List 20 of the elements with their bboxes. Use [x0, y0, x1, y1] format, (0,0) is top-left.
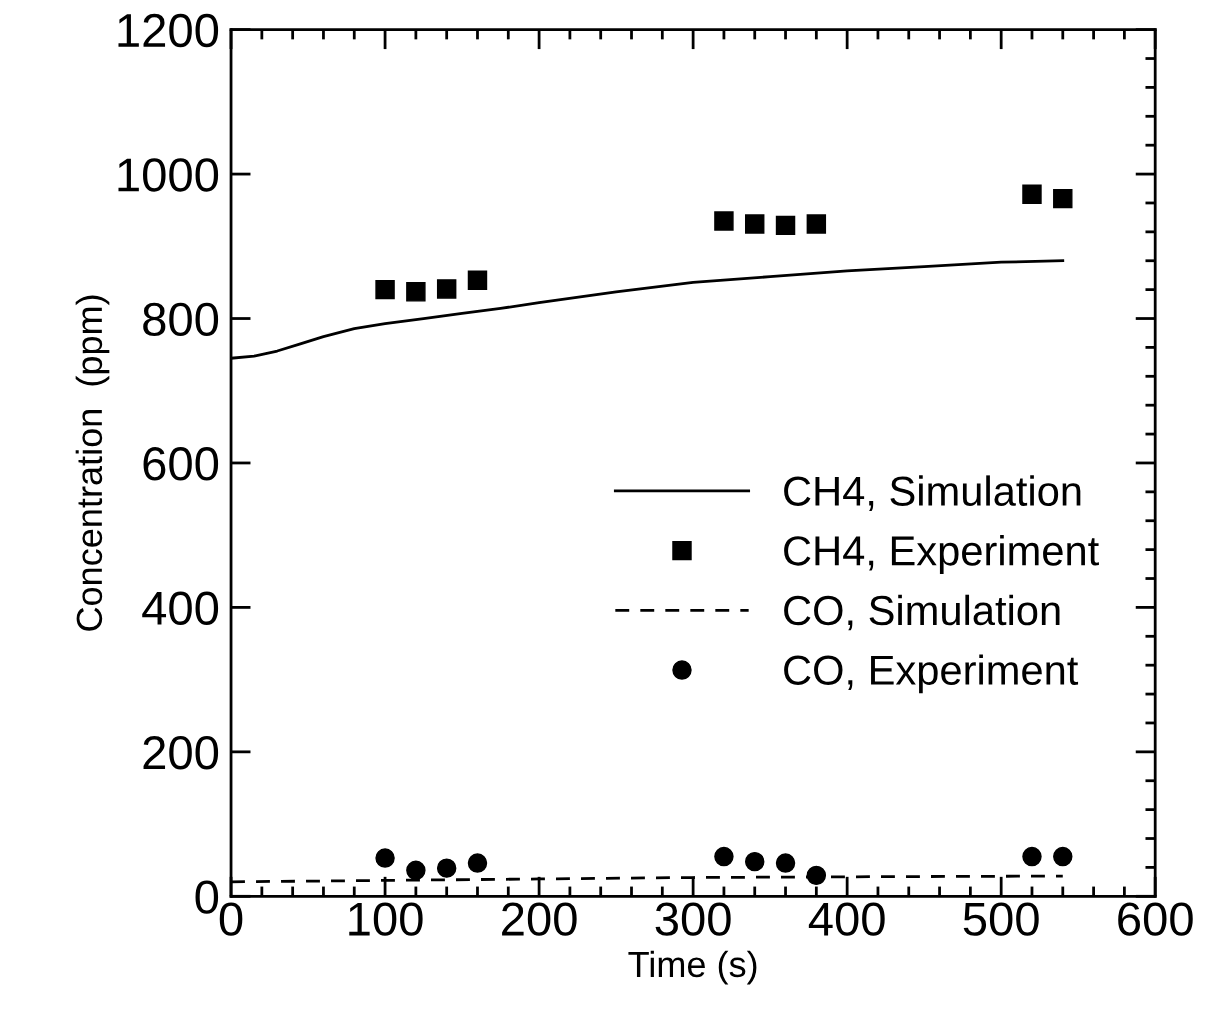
legend-label: CH4, Experiment [784, 535, 1099, 574]
x-tick-label: 200 [502, 902, 577, 936]
y-tick-label: 400 [142, 591, 219, 625]
y-tick-label: 800 [143, 302, 219, 337]
x-tick-label: 300 [655, 902, 731, 936]
y-tick-label: 600 [143, 447, 219, 481]
x-tick-label: 600 [1118, 902, 1193, 936]
x-tick-label: 400 [808, 902, 885, 936]
y-tick-label: 0 [195, 880, 219, 914]
x-tick-label: 0 [219, 902, 243, 936]
y-tick-label: 200 [143, 735, 219, 770]
x-tick-label: 100 [349, 902, 423, 936]
x-tick-label: 500 [963, 902, 1039, 936]
legend-label: CH4, Simulation [784, 475, 1081, 511]
y-tick-label: 1200 [118, 13, 219, 48]
y-axis-title: Concentration (ppm) [75, 295, 110, 631]
legend-label: CO, Simulation [784, 594, 1060, 631]
y-tick-label: 1000 [118, 158, 219, 192]
legend-label: CO, Experiment [784, 654, 1079, 694]
x-axis-title: Time (s) [628, 950, 757, 985]
